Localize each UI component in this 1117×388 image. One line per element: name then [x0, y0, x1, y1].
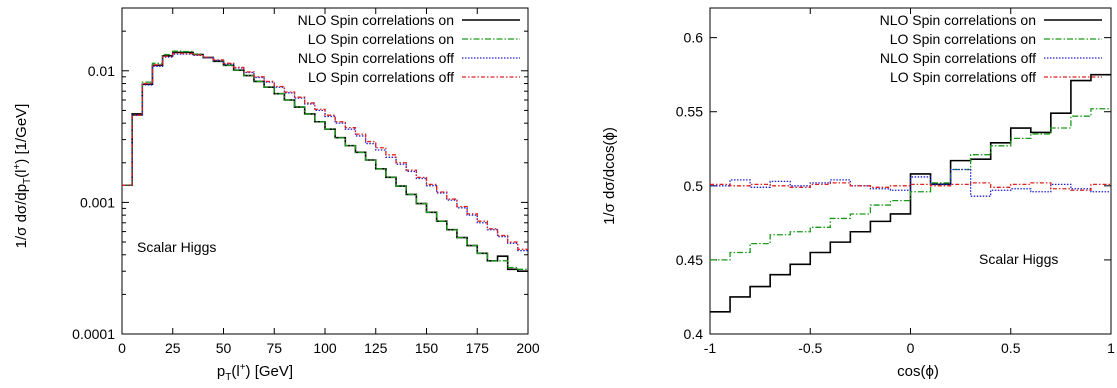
legend-label: NLO Spin correlations on	[298, 12, 454, 28]
legend-label: NLO Spin correlations off	[298, 50, 454, 66]
right-plot-area: -1 -0.5 0 0.5 1 0.4 0.45 0.5 0.55 0.6 NLO Spin cor…	[676, 7, 1115, 356]
x-tick-label: -0.5	[798, 340, 822, 356]
x-tick-label: 75	[266, 340, 282, 356]
y-tick-label: 0.6	[684, 30, 704, 46]
left-y-axis-label: 1/σ dσ/dpT(l+) [1/GeV]	[12, 104, 33, 249]
series-line	[710, 108, 1111, 261]
x-tick-label: 200	[516, 340, 540, 356]
legend-label: LO Spin correlations off	[890, 69, 1036, 85]
y-tick-label: 0.5	[684, 178, 704, 194]
y-tick-label: 0.001	[80, 194, 115, 210]
series-line	[122, 52, 528, 250]
left-x-axis-label: pT(l+) [GeV]	[217, 362, 293, 383]
y-tick-label: 0.01	[88, 63, 115, 79]
x-tick-label: 0.5	[1001, 340, 1021, 356]
y-tick-label: 0.0001	[72, 326, 115, 342]
series-line	[710, 168, 1111, 197]
x-tick-label: 175	[466, 340, 490, 356]
series-line	[122, 50, 528, 270]
x-tick-label: 50	[216, 340, 232, 356]
x-tick-label: 0	[118, 340, 126, 356]
x-tick-label: -1	[704, 340, 717, 356]
legend-label: NLO Spin correlations off	[880, 50, 1036, 66]
right-x-axis-label: cos(ϕ)	[897, 363, 939, 380]
x-tick-label: 1	[1107, 340, 1115, 356]
series-line	[710, 182, 1111, 191]
x-tick-label: 0	[907, 340, 915, 356]
right-annotation: Scalar Higgs	[979, 251, 1058, 267]
legend-label: LO Spin correlations off	[308, 69, 454, 85]
x-tick-label: 100	[313, 340, 337, 356]
y-tick-label: 0.55	[676, 104, 703, 120]
left-plot-area: 0 25 50 75 100 125 150 175 200 0.0001 0.001 0.01 NLO…	[72, 7, 540, 356]
legend-label: LO Spin correlations on	[308, 31, 454, 47]
y-tick-label: 0.4	[684, 326, 704, 342]
series-line	[122, 53, 528, 252]
x-tick-label: 125	[364, 340, 388, 356]
x-tick-label: 25	[165, 340, 181, 356]
x-tick-label: 150	[415, 340, 439, 356]
right-y-axis-label: 1/σ dσ/dcos(ϕ)	[601, 127, 618, 225]
left-annotation: Scalar Higgs	[137, 239, 216, 255]
legend-label: LO Spin correlations on	[890, 31, 1036, 47]
y-tick-label: 0.45	[676, 252, 703, 268]
legend-label: NLO Spin correlations on	[880, 12, 1036, 28]
